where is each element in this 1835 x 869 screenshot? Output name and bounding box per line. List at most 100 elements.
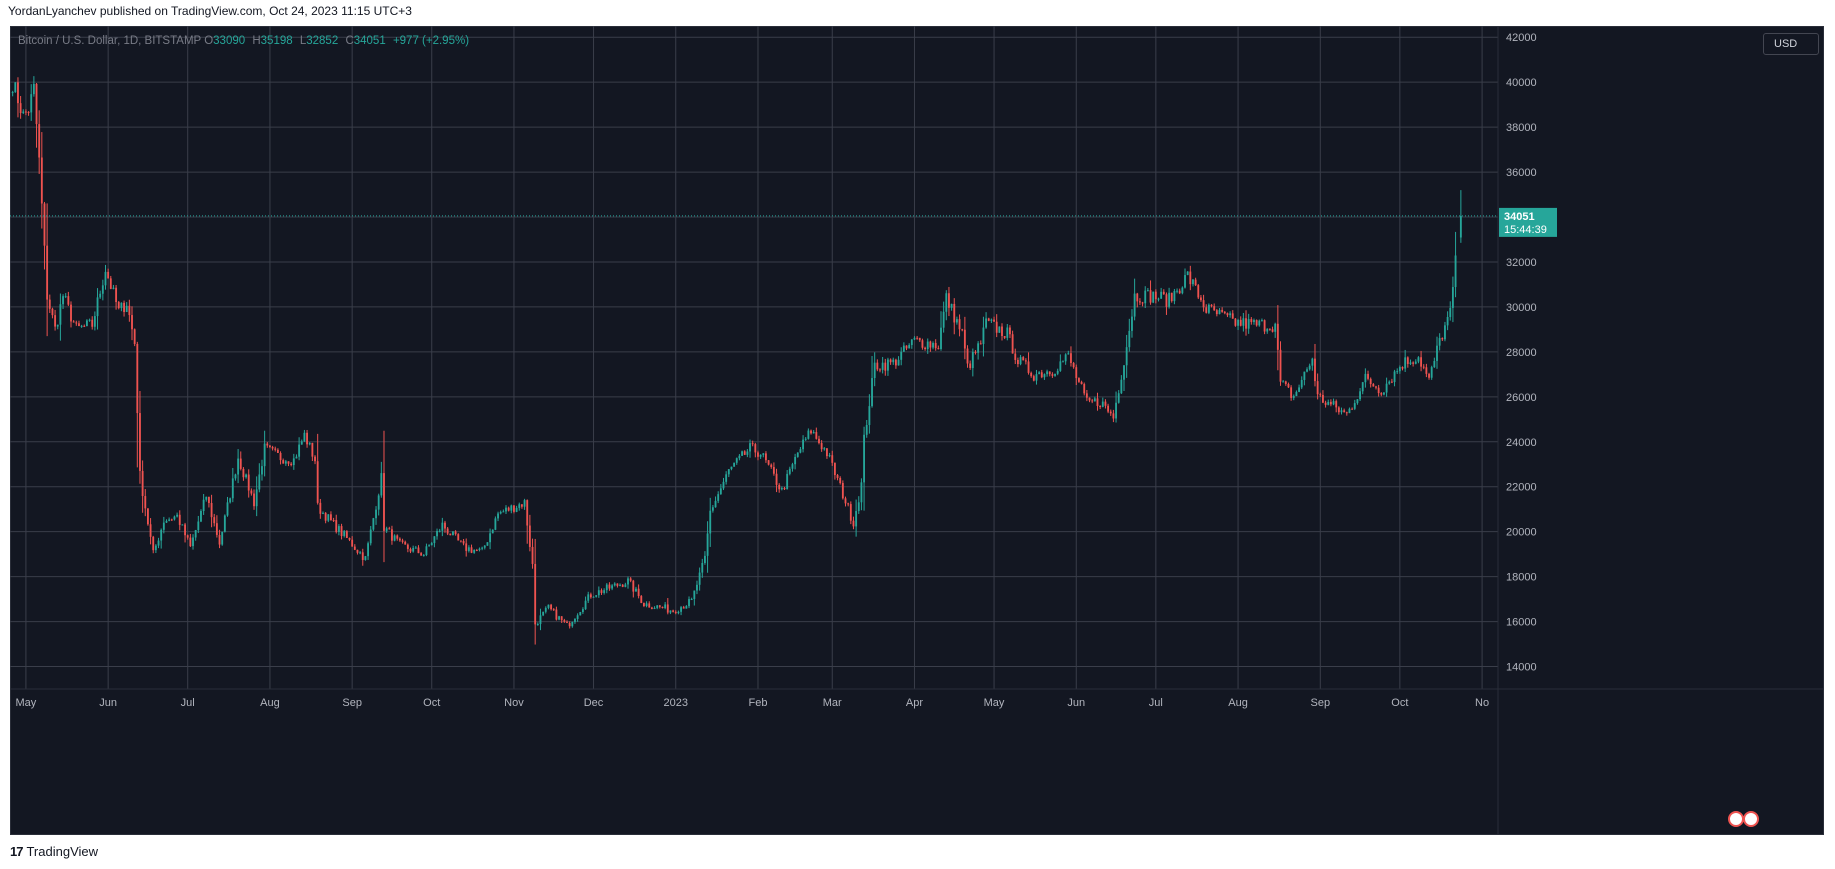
candle-body <box>454 531 457 535</box>
candle-body <box>1412 362 1415 364</box>
candle-body <box>330 514 332 521</box>
footer-brand[interactable]: 17 TradingView <box>10 844 98 859</box>
us-flag-event-icon[interactable] <box>1728 811 1744 827</box>
candle-body <box>696 584 698 591</box>
last-price-value: 34051 <box>1504 211 1535 223</box>
candle-body <box>1401 367 1404 369</box>
candle-body <box>518 504 521 508</box>
candle-body <box>1279 349 1282 382</box>
candle-body <box>1396 371 1399 373</box>
event-markers[interactable] <box>1728 811 1759 827</box>
time-tick-label: Mar <box>823 697 842 709</box>
candle-body <box>486 542 489 546</box>
candle-body <box>860 482 863 503</box>
candle-body <box>894 359 897 366</box>
candle-body <box>1404 357 1407 369</box>
candle-body <box>767 460 770 465</box>
candle-body <box>62 296 64 305</box>
candle-body <box>1332 401 1335 405</box>
candle-body <box>1157 298 1160 300</box>
candle-body <box>1428 373 1430 378</box>
candle-body <box>1059 361 1062 371</box>
candle-body <box>611 585 614 589</box>
candle-body <box>139 413 141 471</box>
candle-body <box>444 522 446 529</box>
candle-body <box>1030 372 1033 377</box>
candle-body <box>1022 357 1025 361</box>
candle-body <box>865 425 868 435</box>
candle-body <box>1268 328 1271 330</box>
candle-body <box>422 555 425 557</box>
candle-body <box>555 609 558 620</box>
candle-body <box>367 543 370 557</box>
candle-body <box>743 451 746 455</box>
candle-body <box>491 529 494 534</box>
candle-body <box>786 473 789 490</box>
candle-body <box>812 432 815 434</box>
candle-body <box>343 531 346 536</box>
candle-body <box>998 326 1001 333</box>
candle-body <box>340 526 343 536</box>
candlestick-chart[interactable]: 14000 16000 18000 20000 22000 24000 26000 28000… <box>10 26 1824 835</box>
candle-body <box>765 453 767 461</box>
candle-body <box>308 442 311 445</box>
currency-button[interactable]: USD <box>1763 33 1819 55</box>
candle-body <box>165 520 168 523</box>
candle-body <box>926 341 929 350</box>
candle-body <box>1322 394 1324 403</box>
candle-body <box>1024 360 1027 362</box>
candle-body <box>404 541 407 545</box>
candle-body <box>1287 383 1290 388</box>
candle-body <box>849 504 852 521</box>
candle-body <box>314 456 316 462</box>
candle-body <box>101 285 104 294</box>
footer-brand-name: TradingView <box>26 844 99 859</box>
candle-body <box>17 82 19 104</box>
candle-body <box>613 583 616 586</box>
candle-body <box>109 278 112 289</box>
candle-body <box>942 311 945 328</box>
candle-body <box>855 511 858 527</box>
candle-body <box>526 500 529 526</box>
candle-body <box>1093 398 1096 402</box>
candle-body <box>1178 290 1181 294</box>
candle-body <box>263 443 266 467</box>
candle-body <box>146 508 149 525</box>
candle-body <box>54 315 57 327</box>
candle-body <box>470 547 473 553</box>
candle-body <box>672 610 675 612</box>
candle-body <box>489 533 492 543</box>
candle-body <box>1138 301 1141 303</box>
candle-body <box>1046 371 1049 375</box>
candle-body <box>629 578 632 581</box>
candle-body <box>438 530 441 532</box>
time-axis[interactable]: May Jun Jul Aug Sep Oct Nov Dec 2023 Feb Mar Apr May… <box>10 688 1824 709</box>
candle-body <box>1128 330 1131 348</box>
candle-body <box>820 443 823 450</box>
price-axis[interactable]: 14000 16000 18000 20000 22000 24000 26000 28000… <box>1497 26 1537 835</box>
candle-body <box>117 302 120 309</box>
candle-body <box>1282 381 1285 383</box>
candle-body <box>253 493 255 507</box>
candle-body <box>1385 383 1388 393</box>
candle-body <box>913 337 916 340</box>
candle-body <box>1327 401 1330 405</box>
candle-body <box>393 535 396 541</box>
candle-body <box>123 302 125 312</box>
us-flag-event-icon[interactable] <box>1743 811 1759 827</box>
candle-body <box>1048 371 1051 375</box>
candle-body <box>247 474 250 491</box>
candle-body <box>929 341 932 348</box>
candle-body <box>46 245 49 300</box>
candle-body <box>831 455 834 463</box>
price-tick-label: 14000 <box>1506 662 1537 674</box>
candle-body <box>1406 357 1409 364</box>
candle-body <box>778 484 781 490</box>
candle-body <box>759 454 762 457</box>
candle-body <box>274 448 277 450</box>
candle-body <box>1038 372 1041 375</box>
candle-body <box>107 271 110 279</box>
published-byline: YordanLyanchev published on TradingView.… <box>8 4 412 18</box>
candle-body <box>879 369 881 371</box>
candle-body <box>1351 408 1354 410</box>
